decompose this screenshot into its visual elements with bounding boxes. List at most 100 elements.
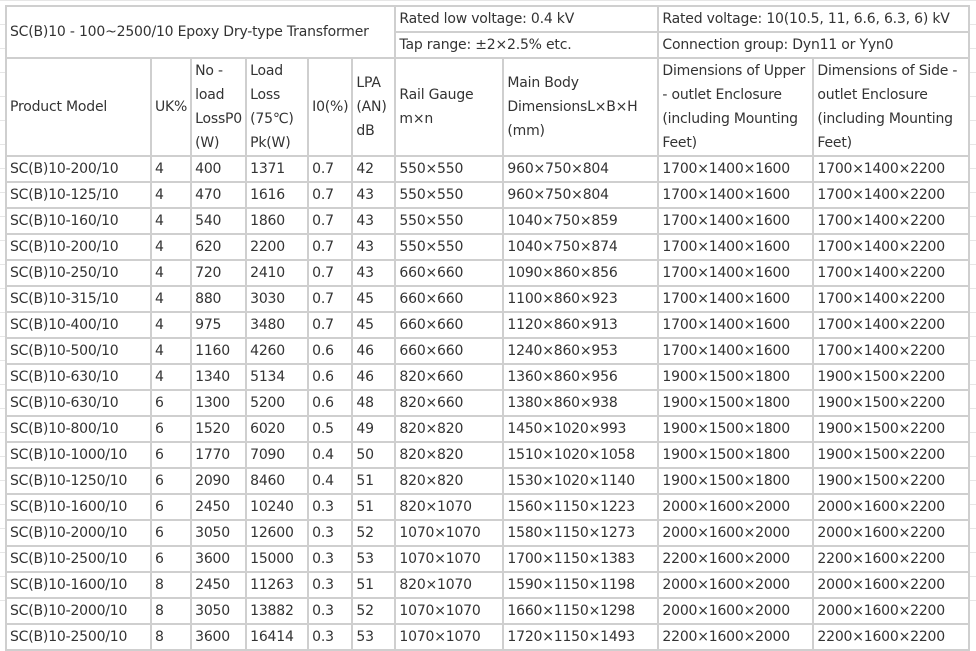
cell-no-load-loss[interactable]: 3050 — [190, 519, 248, 547]
cell-main-body-dimensions[interactable]: 1560×1150×1223 — [502, 493, 660, 521]
cell-product-model[interactable]: SC(B)10-1000/10 — [5, 441, 152, 469]
cell-load-loss[interactable]: 13882 — [245, 597, 310, 625]
cell-i0-percent[interactable]: 0.7 — [307, 285, 354, 313]
cell-upper-outlet-enclosure-dimensions[interactable]: 2200×1600×2000 — [657, 545, 815, 573]
cell-lpa[interactable]: 51 — [351, 493, 397, 521]
header-i0-percent[interactable]: I0(%) — [307, 57, 354, 157]
cell-upper-outlet-enclosure-dimensions[interactable]: 2000×1600×2000 — [657, 571, 815, 599]
cell-uk-percent[interactable]: 4 — [149, 259, 193, 287]
cell-main-body-dimensions[interactable]: 1580×1150×1273 — [502, 519, 660, 547]
cell-rail-gauge[interactable]: 660×660 — [394, 337, 505, 365]
cell-lpa[interactable]: 43 — [351, 181, 397, 209]
cell-uk-percent[interactable]: 4 — [149, 285, 193, 313]
cell-side-outlet-enclosure-dimensions[interactable]: 1700×1400×2200 — [812, 181, 971, 209]
cell-i0-percent[interactable]: 0.5 — [307, 415, 354, 443]
cell-upper-outlet-enclosure-dimensions[interactable]: 1900×1500×1800 — [657, 415, 815, 443]
cell-main-body-dimensions[interactable]: 1700×1150×1383 — [502, 545, 660, 573]
cell-product-model[interactable]: SC(B)10-200/10 — [5, 155, 152, 183]
cell-lpa[interactable]: 52 — [351, 597, 397, 625]
cell-lpa[interactable]: 49 — [351, 415, 397, 443]
cell-side-outlet-enclosure-dimensions[interactable]: 1700×1400×2200 — [812, 233, 971, 261]
cell-side-outlet-enclosure-dimensions[interactable]: 2000×1600×2200 — [812, 519, 971, 547]
cell-side-outlet-enclosure-dimensions[interactable]: 1900×1500×2200 — [812, 467, 971, 495]
cell-i0-percent[interactable]: 0.3 — [307, 519, 354, 547]
cell-lpa[interactable]: 42 — [351, 155, 397, 183]
cell-i0-percent[interactable]: 0.7 — [307, 233, 354, 261]
cell-upper-outlet-enclosure-dimensions[interactable]: 2000×1600×2000 — [657, 597, 815, 625]
cell-uk-percent[interactable]: 8 — [149, 597, 193, 625]
cell-uk-percent[interactable]: 4 — [149, 311, 193, 339]
cell-upper-outlet-enclosure-dimensions[interactable]: 2000×1600×2000 — [657, 493, 815, 521]
header-uk-percent[interactable]: UK% — [149, 57, 193, 157]
cell-rail-gauge[interactable]: 550×550 — [394, 155, 505, 183]
cell-no-load-loss[interactable]: 400 — [190, 155, 248, 183]
cell-upper-outlet-enclosure-dimensions[interactable]: 1900×1500×1800 — [657, 389, 815, 417]
cell-load-loss[interactable]: 5134 — [245, 363, 310, 391]
cell-main-body-dimensions[interactable]: 1100×860×923 — [502, 285, 660, 313]
cell-main-body-dimensions[interactable]: 1450×1020×993 — [502, 415, 660, 443]
cell-load-loss[interactable]: 7090 — [245, 441, 310, 469]
cell-lpa[interactable]: 45 — [351, 285, 397, 313]
cell-no-load-loss[interactable]: 3050 — [190, 597, 248, 625]
cell-main-body-dimensions[interactable]: 1240×860×953 — [502, 337, 660, 365]
header-main-body-dimensions[interactable]: Main Body DimensionsL×B×H (mm) — [502, 57, 660, 157]
cell-lpa[interactable]: 53 — [351, 545, 397, 573]
cell-product-model[interactable]: SC(B)10-800/10 — [5, 415, 152, 443]
cell-no-load-loss[interactable]: 2450 — [190, 571, 248, 599]
cell-upper-outlet-enclosure-dimensions[interactable]: 2200×1600×2000 — [657, 623, 815, 651]
cell-no-load-loss[interactable]: 3600 — [190, 545, 248, 573]
cell-lpa[interactable]: 52 — [351, 519, 397, 547]
cell-i0-percent[interactable]: 0.6 — [307, 389, 354, 417]
cell-lpa[interactable]: 48 — [351, 389, 397, 417]
cell-load-loss[interactable]: 2410 — [245, 259, 310, 287]
cell-uk-percent[interactable]: 6 — [149, 545, 193, 573]
cell-rail-gauge[interactable]: 1070×1070 — [394, 545, 505, 573]
cell-upper-outlet-enclosure-dimensions[interactable]: 1900×1500×1800 — [657, 363, 815, 391]
cell-rail-gauge[interactable]: 660×660 — [394, 311, 505, 339]
cell-lpa[interactable]: 43 — [351, 207, 397, 235]
cell-i0-percent[interactable]: 0.7 — [307, 155, 354, 183]
cell-load-loss[interactable]: 10240 — [245, 493, 310, 521]
cell-rail-gauge[interactable]: 550×550 — [394, 207, 505, 235]
cell-rail-gauge[interactable]: 820×820 — [394, 441, 505, 469]
cell-i0-percent[interactable]: 0.3 — [307, 597, 354, 625]
cell-product-model[interactable]: SC(B)10-400/10 — [5, 311, 152, 339]
cell-no-load-loss[interactable]: 3600 — [190, 623, 248, 651]
cell-product-model[interactable]: SC(B)10-160/10 — [5, 207, 152, 235]
cell-upper-outlet-enclosure-dimensions[interactable]: 1700×1400×1600 — [657, 337, 815, 365]
cell-uk-percent[interactable]: 6 — [149, 467, 193, 495]
cell-side-outlet-enclosure-dimensions[interactable]: 1700×1400×2200 — [812, 311, 971, 339]
header-side-outlet-enclosure-dimensions[interactable]: Dimensions of Side - outlet Enclosure (i… — [812, 57, 971, 157]
cell-main-body-dimensions[interactable]: 1590×1150×1198 — [502, 571, 660, 599]
cell-no-load-loss[interactable]: 2090 — [190, 467, 248, 495]
cell-side-outlet-enclosure-dimensions[interactable]: 1700×1400×2200 — [812, 155, 971, 183]
cell-lpa[interactable]: 51 — [351, 467, 397, 495]
cell-upper-outlet-enclosure-dimensions[interactable]: 1700×1400×1600 — [657, 259, 815, 287]
cell-side-outlet-enclosure-dimensions[interactable]: 1700×1400×2200 — [812, 259, 971, 287]
cell-load-loss[interactable]: 2200 — [245, 233, 310, 261]
cell-i0-percent[interactable]: 0.4 — [307, 467, 354, 495]
cell-rail-gauge[interactable]: 820×660 — [394, 363, 505, 391]
cell-side-outlet-enclosure-dimensions[interactable]: 1900×1500×2200 — [812, 363, 971, 391]
tap-range-cell[interactable]: Tap range: ±2×2.5% etc. — [394, 31, 660, 59]
cell-upper-outlet-enclosure-dimensions[interactable]: 1700×1400×1600 — [657, 181, 815, 209]
cell-side-outlet-enclosure-dimensions[interactable]: 1700×1400×2200 — [812, 207, 971, 235]
cell-i0-percent[interactable]: 0.7 — [307, 259, 354, 287]
cell-rail-gauge[interactable]: 820×820 — [394, 467, 505, 495]
cell-product-model[interactable]: SC(B)10-1600/10 — [5, 493, 152, 521]
cell-lpa[interactable]: 46 — [351, 337, 397, 365]
cell-main-body-dimensions[interactable]: 1090×860×856 — [502, 259, 660, 287]
cell-load-loss[interactable]: 3030 — [245, 285, 310, 313]
cell-load-loss[interactable]: 8460 — [245, 467, 310, 495]
cell-uk-percent[interactable]: 4 — [149, 337, 193, 365]
cell-load-loss[interactable]: 15000 — [245, 545, 310, 573]
cell-load-loss[interactable]: 6020 — [245, 415, 310, 443]
cell-no-load-loss[interactable]: 1770 — [190, 441, 248, 469]
cell-uk-percent[interactable]: 4 — [149, 363, 193, 391]
cell-load-loss[interactable]: 11263 — [245, 571, 310, 599]
cell-uk-percent[interactable]: 4 — [149, 155, 193, 183]
cell-product-model[interactable]: SC(B)10-2000/10 — [5, 519, 152, 547]
cell-side-outlet-enclosure-dimensions[interactable]: 1900×1500×2200 — [812, 441, 971, 469]
cell-i0-percent[interactable]: 0.6 — [307, 363, 354, 391]
header-upper-outlet-enclosure-dimensions[interactable]: Dimensions of Upper - outlet Enclosure (… — [657, 57, 815, 157]
